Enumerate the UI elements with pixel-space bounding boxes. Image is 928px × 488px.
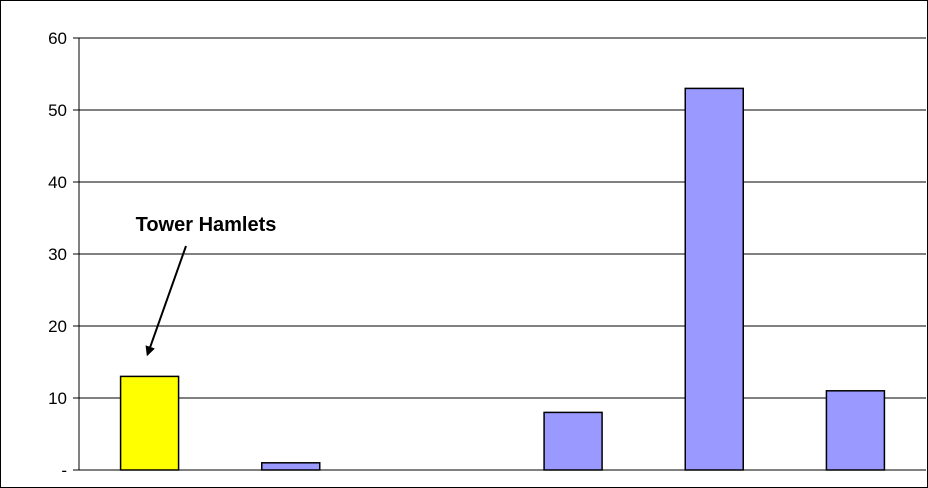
bar [825,390,886,471]
annotation-arrow [145,245,187,357]
gridlines [73,37,926,471]
y-tick-label: 10 [48,389,67,408]
annotation: Tower Hamlets [136,214,277,357]
bar [261,462,321,471]
bar-highlighted [119,375,180,471]
bars [119,87,886,471]
y-tick-labels: - 10 20 30 40 50 60 [48,29,67,480]
annotation-label: Tower Hamlets [136,214,277,236]
y-tick-label: 50 [48,101,67,120]
y-tick-label: 40 [48,173,67,192]
y-tick-label: 20 [48,317,67,336]
bar [684,87,744,471]
y-tick-label: 60 [48,29,67,48]
y-tick-label: 30 [48,245,67,264]
y-tick-label: - [61,461,67,480]
bar [543,411,603,471]
